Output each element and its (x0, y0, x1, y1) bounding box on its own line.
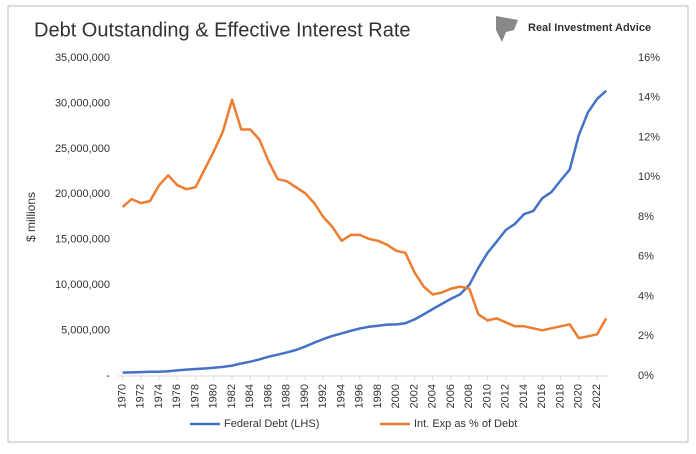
y2-tick-label: 12% (638, 131, 660, 143)
y2-tick-label: 2% (638, 330, 654, 342)
x-tick-label: 1980 (208, 384, 220, 408)
y-tick-label: - (106, 370, 110, 382)
y2-tick-label: 16% (638, 52, 660, 64)
chart-title: Debt Outstanding & Effective Interest Ra… (34, 19, 411, 41)
y2-tick-label: 6% (638, 251, 654, 263)
series-line (122, 89, 608, 374)
x-tick-label: 2014 (518, 384, 530, 408)
x-tick-label: 2010 (481, 384, 493, 408)
x-tick-label: 1972 (135, 384, 147, 408)
y2-tick-label: 8% (638, 211, 654, 223)
x-tick-label: 2002 (408, 384, 420, 408)
x-tick-label: 1996 (354, 384, 366, 408)
x-tick-label: 2018 (554, 384, 566, 408)
y-tick-label: 25,000,000 (55, 143, 110, 155)
x-tick-label: 1994 (335, 384, 347, 408)
x-tick-label: 1982 (226, 384, 238, 408)
y2-tick-label: 4% (638, 290, 654, 302)
y-tick-label: 15,000,000 (55, 234, 110, 246)
x-tick-label: 1992 (317, 384, 329, 408)
x-tick-label: 1976 (171, 384, 183, 408)
y-tick-label: 10,000,000 (55, 279, 110, 291)
x-tick-label: 2022 (591, 384, 603, 408)
y-axis-title: $ millions (24, 192, 38, 242)
x-tick-label: 1990 (299, 384, 311, 408)
x-tick-label: 1988 (281, 384, 293, 408)
x-tick-label: 2016 (536, 384, 548, 408)
brand-logo (496, 16, 518, 42)
legend-label: Federal Debt (LHS) (224, 418, 319, 430)
x-tick-label: 2020 (573, 384, 585, 408)
x-tick-label: 2004 (427, 384, 439, 408)
brand-name: Real Investment Advice (528, 22, 651, 34)
x-tick-label: 2000 (390, 384, 402, 408)
x-tick-label: 2012 (500, 384, 512, 408)
x-tick-label: 2006 (445, 384, 457, 408)
x-tick-label: 1984 (244, 384, 256, 408)
x-tick-label: 1998 (372, 384, 384, 408)
y-tick-label: 5,000,000 (61, 324, 110, 336)
legend-label: Int. Exp as % of Debt (414, 418, 517, 430)
x-tick-label: 1978 (189, 384, 201, 408)
y-tick-label: 20,000,000 (55, 188, 110, 200)
x-tick-label: 1970 (116, 384, 128, 408)
x-tick-label: 1974 (153, 384, 165, 408)
x-tick-label: 2008 (463, 384, 475, 408)
y2-tick-label: 0% (638, 370, 654, 382)
y-tick-label: 35,000,000 (55, 52, 110, 64)
x-tick-label: 1986 (262, 384, 274, 408)
y2-tick-label: 14% (638, 92, 660, 104)
chart-frame (7, 5, 689, 443)
series-line (121, 98, 608, 340)
y2-tick-label: 10% (638, 171, 660, 183)
y-tick-label: 30,000,000 (55, 97, 110, 109)
